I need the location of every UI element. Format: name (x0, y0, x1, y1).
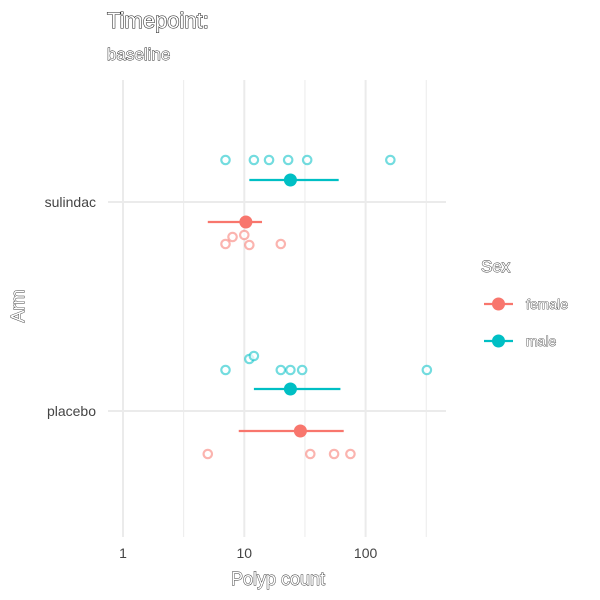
mean-point-male (283, 382, 297, 396)
data-point-male (220, 364, 231, 376)
legend-key-point-female (492, 297, 505, 311)
data-point-male (296, 364, 308, 376)
data-point-female (227, 231, 238, 243)
mean-point-female (293, 424, 307, 438)
data-point-male (248, 154, 260, 166)
legend-label-male: male (526, 333, 557, 349)
data-point-male (421, 364, 433, 376)
x-axis-ticks: 1 10 100 (119, 545, 377, 561)
data-point-female (239, 229, 250, 241)
mean-point-male (283, 173, 297, 187)
y-axis-title: Arm (8, 290, 28, 323)
x-axis-title: Polyp count (231, 569, 325, 589)
data-point-female (202, 448, 214, 460)
legend-title: Sex (481, 257, 511, 276)
x-tick-label: 1 (119, 545, 127, 561)
y-tick-label: sulindac (45, 194, 96, 210)
data-point-male (275, 364, 287, 376)
data-point-male (220, 154, 231, 166)
data-point-male (263, 154, 275, 166)
y-tick-label: placebo (47, 403, 96, 419)
legend-key-point-male (492, 334, 505, 348)
data-point-female (328, 448, 340, 460)
data-point-male (248, 350, 260, 362)
marks (202, 154, 433, 460)
data-point-female (304, 448, 316, 460)
grid (108, 80, 446, 537)
data-point-female (220, 238, 231, 250)
y-axis-ticks: sulindac placebo (45, 194, 97, 419)
x-tick-label: 10 (237, 545, 253, 561)
data-point-male (385, 154, 396, 166)
chart-subtitle: baseline (107, 45, 170, 64)
plot-area (108, 80, 446, 537)
data-point-male (282, 154, 294, 166)
legend-label-female: female (526, 296, 568, 312)
data-point-male (285, 364, 296, 376)
mean-point-female (239, 215, 253, 229)
data-point-female (345, 448, 356, 460)
data-point-female (275, 238, 287, 250)
data-point-female (244, 239, 255, 251)
data-point-male (301, 154, 313, 166)
x-tick-label: 100 (354, 545, 378, 561)
chart-title: Timepoint: (107, 8, 209, 33)
legend: Sex female male (481, 257, 569, 350)
